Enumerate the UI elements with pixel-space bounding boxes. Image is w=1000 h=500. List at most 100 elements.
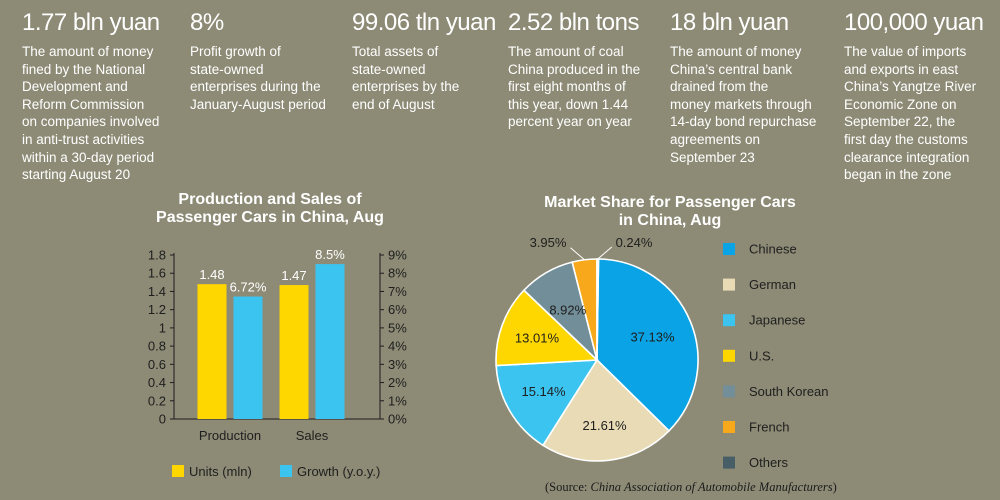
left-tick-label: 1.2 bbox=[148, 302, 166, 317]
source-suffix: ) bbox=[832, 480, 837, 494]
bar-chart-title-line: Production and Sales of bbox=[178, 191, 362, 208]
stat-desc-line: The amount of money bbox=[22, 44, 154, 59]
source-prefix: (Source: bbox=[545, 480, 591, 494]
stat-desc-line: clearance integration bbox=[844, 149, 970, 165]
legend-swatch bbox=[172, 465, 184, 477]
stat-desc-line: September 22, the bbox=[844, 114, 956, 130]
stat-desc-line: 14-day bond repurchase bbox=[670, 114, 817, 130]
stats-row: 1.77 bln yuan The amount of money fined … bbox=[0, 0, 1000, 190]
stat-desc-line: first eight months of bbox=[508, 79, 626, 95]
left-tick-label: 1 bbox=[159, 320, 166, 335]
stat-desc-line: Economic Zone on bbox=[844, 96, 957, 112]
legend-label: Units (mln) bbox=[189, 464, 252, 479]
stat-desc-line: China’s central bank bbox=[670, 61, 793, 77]
stat-desc-line: money markets through bbox=[670, 96, 812, 112]
stat-desc-line: first day the customs bbox=[844, 131, 968, 147]
stat-desc: The amount of money China’s central bank… bbox=[670, 43, 816, 166]
stat-value: 18 bln yuan bbox=[670, 9, 789, 36]
left-tick-label: 0 bbox=[159, 412, 166, 427]
stat-desc-line: January-August period bbox=[190, 96, 326, 112]
left-tick-label: 0.4 bbox=[148, 375, 166, 390]
right-tick-label: 1% bbox=[388, 393, 407, 408]
pie-chart-title: Market Share for Passenger Cars in China… bbox=[510, 194, 830, 230]
legend-swatch bbox=[280, 465, 292, 477]
stat-desc: The amount of money fined by the Nationa… bbox=[22, 43, 160, 184]
bar-value-label: 8.5% bbox=[315, 247, 345, 262]
stat-fine: 1.77 bln yuan The amount of money fined … bbox=[22, 8, 160, 184]
stat-desc-line: in anti-trust activities bbox=[22, 131, 145, 147]
stat-total-assets: 99.06 tln yuan Total assets of state-own… bbox=[352, 8, 496, 113]
bar-chart-title-line: Passenger Cars in China, Aug bbox=[156, 209, 384, 226]
stat-desc-line: Development and bbox=[22, 79, 128, 95]
bar-sales-0 bbox=[279, 285, 309, 419]
left-tick-label: 1.8 bbox=[148, 248, 166, 263]
stat-central-bank: 18 bln yuan The amount of money China’s … bbox=[670, 8, 816, 166]
stat-desc: Profit growth of state-owned enterprises… bbox=[190, 43, 326, 113]
left-tick-label: 1.4 bbox=[148, 284, 166, 299]
bar-sales-1 bbox=[315, 264, 345, 419]
stat-value: 2.52 bln tons bbox=[508, 9, 639, 36]
bar-value-label: 1.48 bbox=[199, 267, 224, 282]
legend-label: Growth (y.o.y.) bbox=[297, 464, 380, 479]
stat-desc-line: starting August 20 bbox=[22, 167, 131, 183]
stat-desc-line: state-owned bbox=[352, 61, 426, 77]
stat-desc-line: The amount of coal bbox=[508, 44, 624, 59]
left-tick-label: 0.8 bbox=[148, 339, 166, 354]
stat-desc-line: Total assets of bbox=[352, 44, 439, 59]
stat-desc-line: agreements on bbox=[670, 131, 761, 147]
stat-desc-line: state-owned bbox=[190, 61, 264, 77]
stat-desc: The amount of coal China produced in the… bbox=[508, 43, 640, 131]
stat-profit-growth: 8% Profit growth of state-owned enterpri… bbox=[190, 8, 326, 113]
stat-desc-line: this year, down 1.44 bbox=[508, 96, 629, 112]
stat-desc-line: enterprises during the bbox=[190, 79, 321, 95]
stat-desc-line: China produced in the bbox=[508, 61, 641, 77]
x-category-label: Production bbox=[199, 428, 261, 443]
stat-desc-line: began in the zone bbox=[844, 167, 952, 183]
stat-desc-line: Profit growth of bbox=[190, 44, 281, 59]
bar-value-label: 1.47 bbox=[281, 268, 306, 283]
bar-value-label: 6.72% bbox=[230, 280, 267, 295]
stat-value: 8% bbox=[190, 9, 224, 36]
stat-value: 100,000 yuan bbox=[844, 9, 984, 36]
stat-yangtze-trade: 100,000 yuan The value of imports and ex… bbox=[844, 8, 984, 184]
stat-desc-line: The amount of money bbox=[670, 44, 802, 59]
left-tick-label: 1.6 bbox=[148, 266, 166, 281]
stat-desc-line: September 23 bbox=[670, 149, 755, 165]
right-tick-label: 5% bbox=[388, 320, 407, 335]
right-tick-label: 2% bbox=[388, 375, 407, 390]
stat-coal: 2.52 bln tons The amount of coal China p… bbox=[508, 8, 640, 131]
right-tick-label: 8% bbox=[388, 266, 407, 281]
stat-desc-line: on companies involved bbox=[22, 114, 160, 130]
right-tick-label: 6% bbox=[388, 302, 407, 317]
right-tick-label: 3% bbox=[388, 357, 407, 372]
stat-desc: The value of imports and exports in east… bbox=[844, 43, 983, 184]
right-tick-label: 4% bbox=[388, 339, 407, 354]
left-tick-label: 0.6 bbox=[148, 357, 166, 372]
stat-desc: Total assets of state-owned enterprises … bbox=[352, 43, 496, 113]
stat-value: 1.77 bln yuan bbox=[22, 9, 160, 36]
bar-production-0 bbox=[197, 284, 227, 419]
bar-chart-title: Production and Sales of Passenger Cars i… bbox=[135, 191, 405, 227]
right-tick-label: 7% bbox=[388, 284, 407, 299]
stat-desc-line: drained from the bbox=[670, 79, 769, 95]
stat-desc-line: The value of imports bbox=[844, 44, 967, 59]
left-tick-label: 0.2 bbox=[148, 393, 166, 408]
source-name: China Association of Automobile Manufact… bbox=[590, 480, 833, 494]
stat-desc-line: enterprises by the bbox=[352, 79, 460, 95]
stat-desc-line: within a 30-day period bbox=[22, 149, 155, 165]
stat-desc-line: percent year on year bbox=[508, 114, 632, 130]
stat-desc-line: Reform Commission bbox=[22, 96, 145, 112]
right-tick-label: 0% bbox=[388, 412, 407, 427]
source-note: (Source: China Association of Automobile… bbox=[545, 480, 837, 495]
stat-desc-line: end of August bbox=[352, 96, 435, 112]
stat-value: 99.06 tln yuan bbox=[352, 9, 496, 36]
stat-desc-line: and exports in east bbox=[844, 61, 959, 77]
right-tick-label: 9% bbox=[388, 248, 407, 263]
pie-chart-title-line: Market Share for Passenger Cars bbox=[544, 194, 796, 211]
bar-production-1 bbox=[233, 296, 263, 419]
x-category-label: Sales bbox=[296, 428, 329, 443]
stat-desc-line: China’s Yangtze River bbox=[844, 79, 977, 95]
pie-chart-title-line: in China, Aug bbox=[618, 212, 722, 229]
stat-desc-line: fined by the National bbox=[22, 61, 146, 77]
